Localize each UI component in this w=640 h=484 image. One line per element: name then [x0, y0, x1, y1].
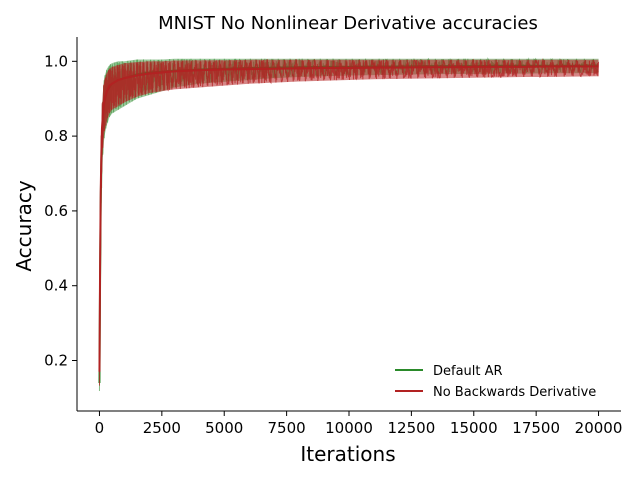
x-tick-label: 10000 — [325, 419, 373, 437]
x-tick-label: 15000 — [450, 419, 498, 437]
y-axis-label: Accuracy — [12, 180, 36, 271]
y-tick-label: 0.4 — [44, 277, 68, 295]
axes-layer: 0 2500 5000 7500 10000 12500 15000 17500 20000 0.… — [44, 37, 622, 437]
x-tick-label: 7500 — [268, 419, 306, 437]
x-tick-label: 12500 — [388, 419, 436, 437]
x-axis-label: Iterations — [300, 442, 395, 466]
series-line-no-backwards-derivative — [98, 65, 599, 372]
legend-label-default-ar: Default AR — [433, 364, 503, 379]
chart-title: MNIST No Nonlinear Derivative accuracies — [158, 13, 538, 34]
y-tick-label: 1.0 — [44, 52, 68, 70]
y-tick-label: 0.8 — [44, 127, 68, 145]
y-tick-label: 0.6 — [44, 202, 68, 220]
x-tick-label: 20000 — [575, 419, 623, 437]
x-tick-label: 2500 — [143, 419, 181, 437]
legend: Default AR No Backwards Derivative — [395, 364, 596, 400]
legend-label-no-backwards-derivative: No Backwards Derivative — [433, 385, 596, 400]
y-tick-label: 0.2 — [44, 352, 68, 370]
x-tick-label: 0 — [95, 419, 105, 437]
x-tick-label: 17500 — [512, 419, 560, 437]
plot-area — [98, 57, 600, 395]
series-band-no-backwards-derivative — [99, 59, 599, 391]
x-tick-label: 5000 — [205, 419, 243, 437]
